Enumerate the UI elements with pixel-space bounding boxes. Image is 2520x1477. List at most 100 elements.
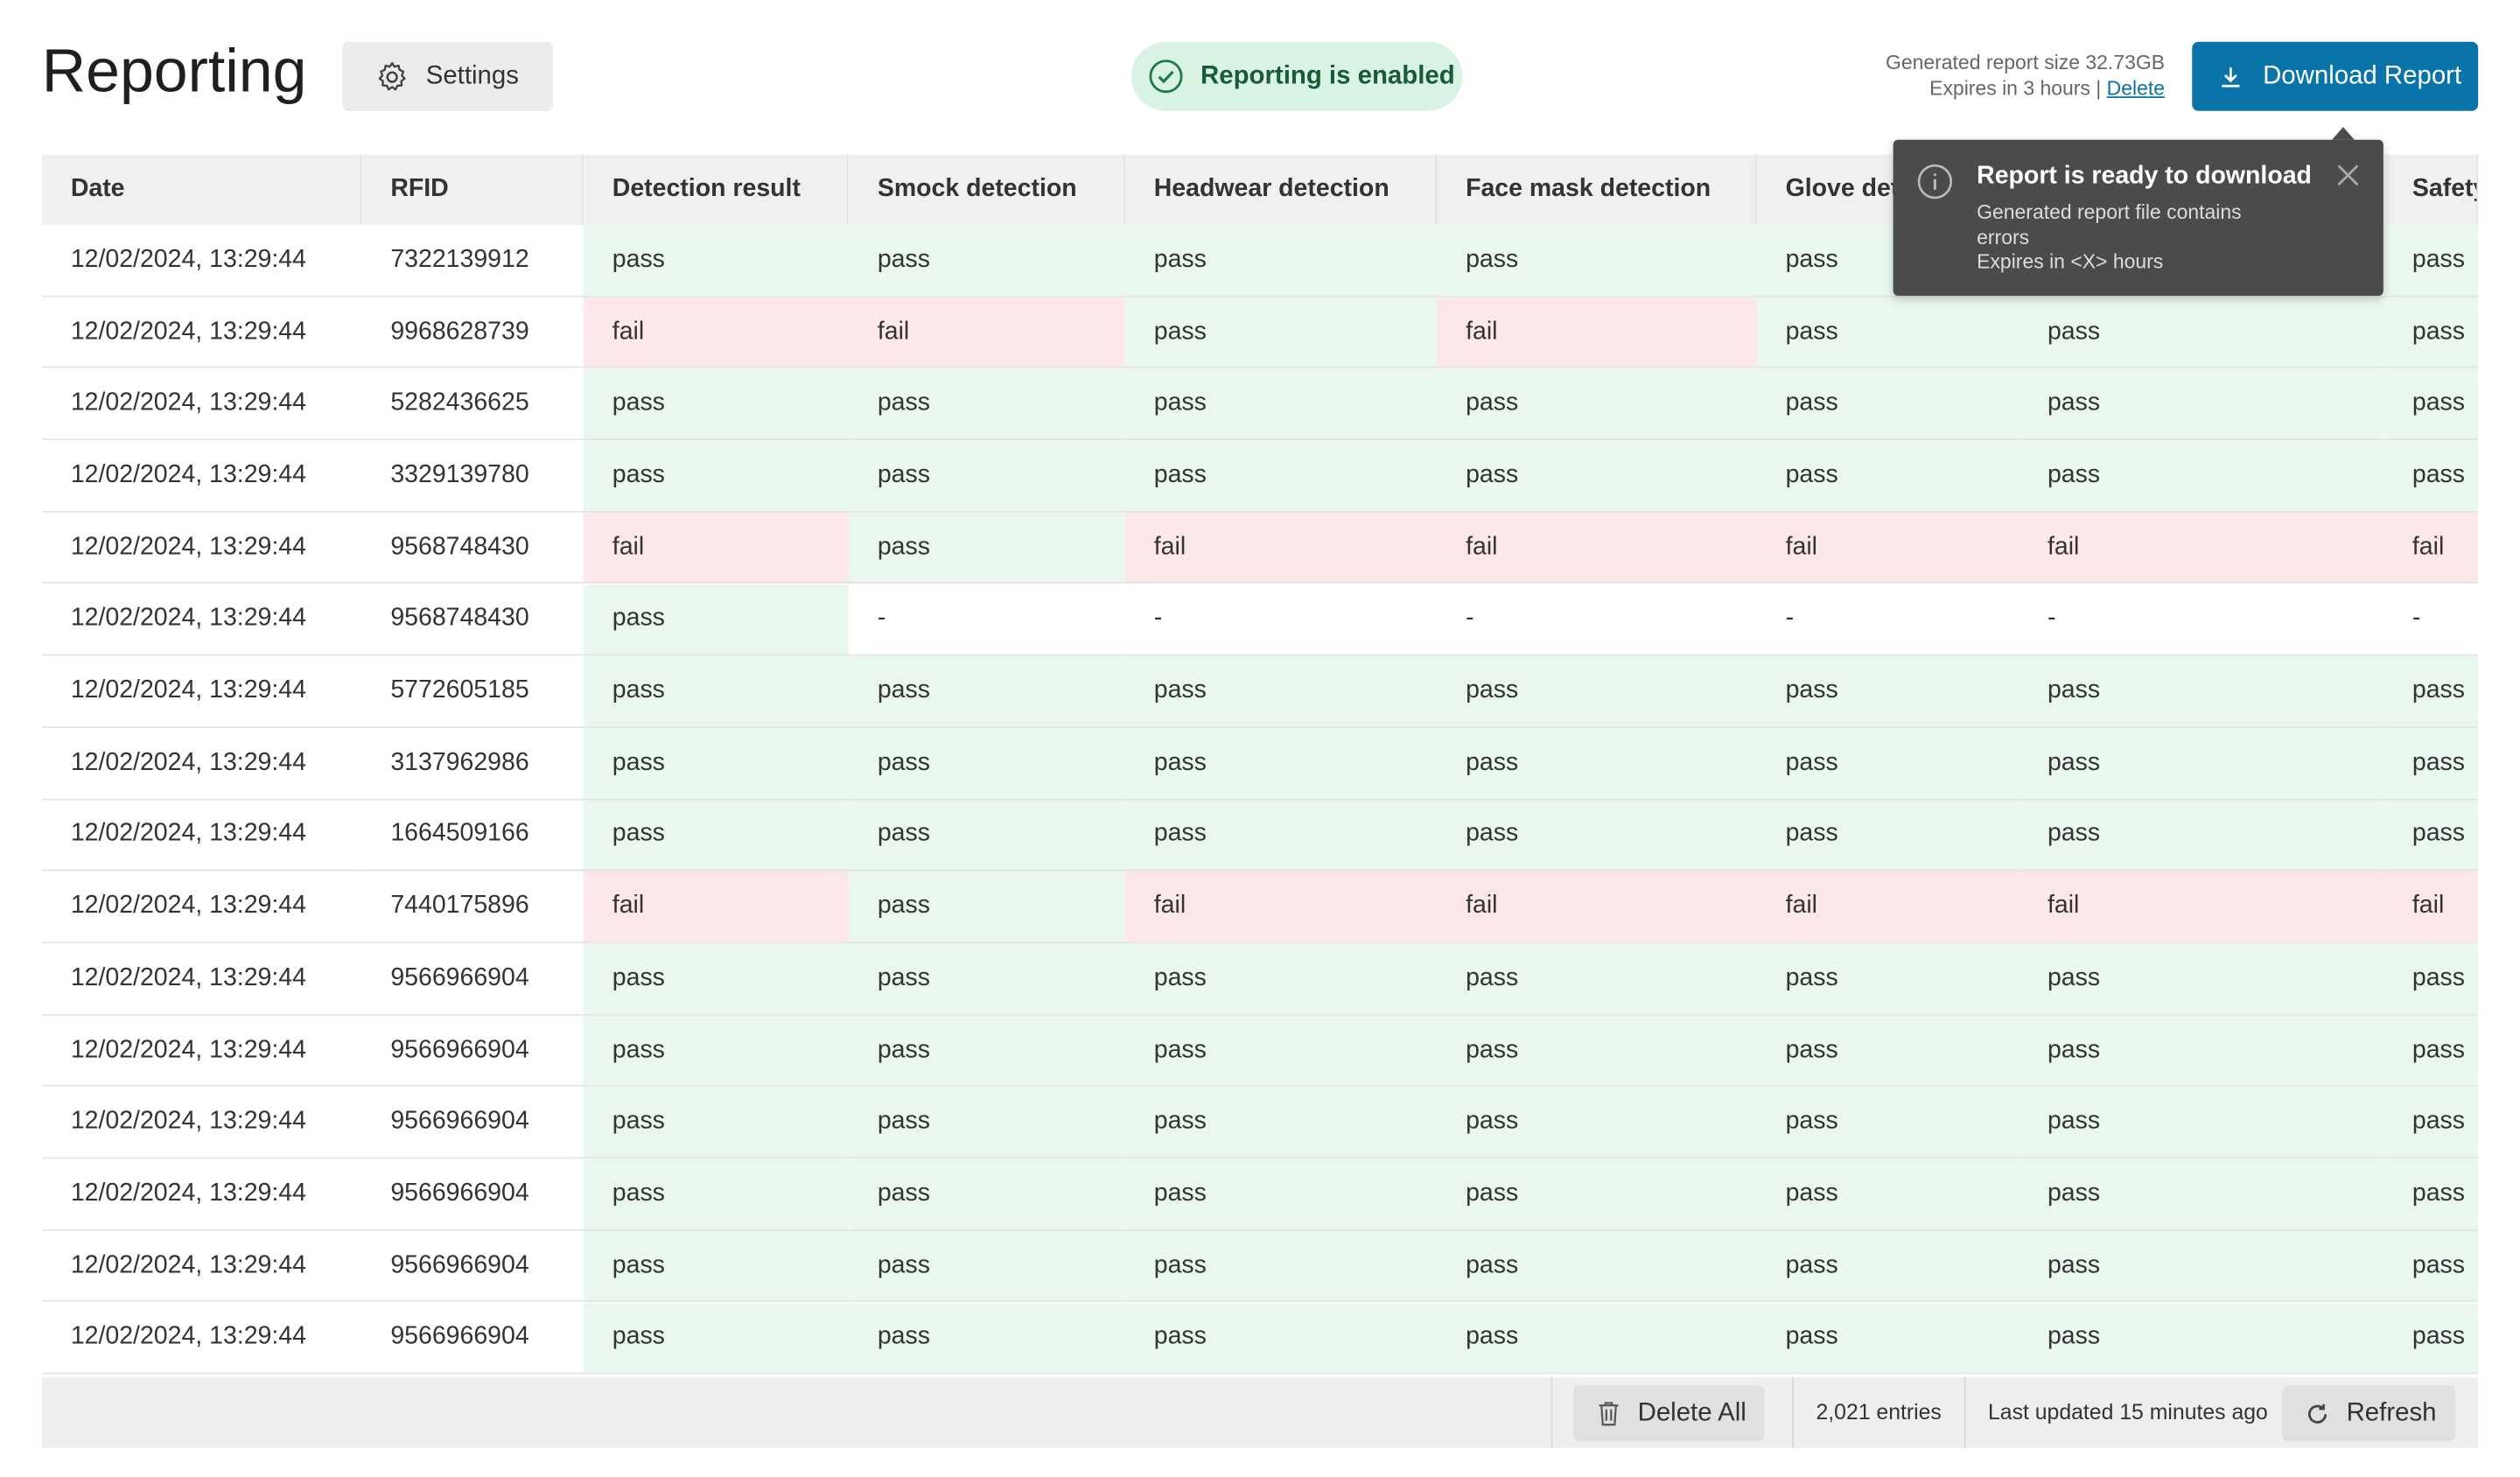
result-cell: pass — [583, 225, 849, 298]
rfid-cell: 3329139780 — [361, 440, 584, 513]
date-cell: 12/02/2024, 13:29:44 — [41, 872, 362, 944]
result-cell: pass — [583, 727, 849, 800]
delete-link[interactable]: Delete — [2106, 76, 2166, 99]
result-cell: pass — [2383, 799, 2479, 872]
result-cell: pass — [2018, 1302, 2384, 1375]
separator — [1791, 1377, 1794, 1448]
result-cell: pass — [2383, 1015, 2479, 1088]
result-cell: pass — [583, 799, 849, 872]
result-cell: pass — [848, 368, 1125, 441]
result-cell: pass — [1124, 368, 1438, 441]
result-cell: pass — [1437, 1230, 1757, 1303]
result-cell: pass — [2018, 1087, 2384, 1159]
result-cell: pass — [848, 1158, 1125, 1231]
result-cell: pass — [1756, 799, 2019, 872]
download-icon — [2222, 66, 2240, 87]
result-cell: pass — [1756, 1302, 2019, 1375]
table-footer: Delete All 2,021 entries Last updated 15… — [41, 1377, 2479, 1448]
result-cell: pass — [848, 225, 1125, 298]
result-cell: pass — [583, 584, 849, 656]
result-cell: pass — [848, 1015, 1125, 1088]
download-label: Download Report — [2263, 61, 2462, 89]
result-cell: pass — [1437, 655, 1757, 728]
column-header: Date — [41, 154, 362, 226]
result-cell: pass — [1756, 368, 2019, 441]
result-cell: fail — [2383, 872, 2479, 944]
result-cell: pass — [2383, 440, 2479, 513]
last-updated: Last updated 15 minutes ago — [1987, 1399, 2268, 1424]
date-cell: 12/02/2024, 13:29:44 — [41, 225, 362, 298]
result-cell: pass — [2383, 1302, 2479, 1375]
result-cell: fail — [1756, 512, 2019, 584]
date-cell: 12/02/2024, 13:29:44 — [41, 584, 362, 656]
result-cell: pass — [848, 512, 1125, 584]
column-header: Smock detection — [848, 154, 1125, 226]
date-cell: 12/02/2024, 13:29:44 — [41, 1230, 362, 1303]
refresh-icon — [2308, 1403, 2328, 1423]
result-cell: fail — [583, 297, 849, 369]
result-cell: pass — [583, 1015, 849, 1088]
date-cell: 12/02/2024, 13:29:44 — [41, 1087, 362, 1159]
result-cell: pass — [2383, 1087, 2479, 1159]
result-cell: pass — [848, 440, 1125, 513]
report-table: Date RFID Detection result Smock detection H… — [41, 154, 2479, 1376]
result-cell: pass — [1124, 799, 1438, 872]
rfid-cell: 9568748430 — [361, 512, 584, 584]
result-cell: pass — [1756, 943, 2019, 1016]
result-cell: pass — [2018, 727, 2384, 800]
result-cell: pass — [1124, 297, 1438, 369]
rfid-cell: 9566966904 — [361, 943, 584, 1016]
page-title: Reporting — [41, 38, 307, 107]
result-cell: pass — [1124, 440, 1438, 513]
result-cell: pass — [848, 943, 1125, 1016]
rfid-cell: 9566966904 — [361, 1302, 584, 1375]
result-cell: pass — [583, 368, 849, 441]
result-cell: fail — [1437, 297, 1757, 369]
result-cell: fail — [848, 297, 1125, 369]
close-icon[interactable] — [2337, 164, 2360, 186]
result-cell: pass — [2383, 368, 2479, 441]
rfid-cell: 9566966904 — [361, 1158, 584, 1231]
result-cell: pass — [2383, 225, 2479, 298]
rfid-cell: 9566966904 — [361, 1015, 584, 1088]
result-cell: pass — [2383, 727, 2479, 800]
result-cell: pass — [1124, 1087, 1438, 1159]
result-cell: pass — [2018, 1230, 2384, 1303]
result-cell: - — [848, 584, 1125, 656]
rfid-cell: 5282436625 — [361, 368, 584, 441]
result-cell: pass — [2018, 943, 2384, 1016]
result-cell: pass — [1124, 1015, 1438, 1088]
result-cell: fail — [1124, 512, 1438, 584]
result-cell: pass — [2383, 1230, 2479, 1303]
result-cell: - — [1124, 584, 1438, 656]
rfid-cell: 9568748430 — [361, 584, 584, 656]
expires-text: Expires in 3 hours | — [1929, 76, 2102, 99]
date-cell: 12/02/2024, 13:29:44 — [41, 512, 362, 584]
column-header: RFID — [361, 154, 584, 226]
result-cell: - — [1437, 584, 1757, 656]
trash-icon — [1599, 1402, 1619, 1426]
result-cell: fail — [2383, 512, 2479, 584]
result-cell: pass — [2018, 440, 2384, 513]
rfid-cell: 7322139912 — [361, 225, 584, 298]
result-cell: pass — [583, 440, 849, 513]
delete-all-button[interactable]: Delete All — [1573, 1385, 1765, 1442]
result-cell: pass — [848, 799, 1125, 872]
result-cell: - — [2018, 584, 2384, 656]
result-cell: pass — [1437, 1015, 1757, 1088]
refresh-button[interactable]: Refresh — [2282, 1385, 2456, 1442]
settings-button[interactable]: Settings — [342, 41, 553, 111]
result-cell: pass — [583, 1230, 849, 1303]
result-cell: pass — [1437, 1087, 1757, 1159]
result-cell: pass — [2383, 655, 2479, 728]
column-header: Face mask detection — [1437, 154, 1757, 226]
result-cell: pass — [1756, 727, 2019, 800]
settings-label: Settings — [425, 61, 519, 89]
result-cell: fail — [1124, 872, 1438, 944]
result-cell: pass — [1437, 943, 1757, 1016]
download-button[interactable]: Download Report — [2192, 41, 2479, 111]
tooltip-title: Report is ready to download — [1977, 162, 2312, 190]
rfid-cell: 3137962986 — [361, 727, 584, 800]
result-cell: pass — [1437, 440, 1757, 513]
result-cell: fail — [583, 512, 849, 584]
